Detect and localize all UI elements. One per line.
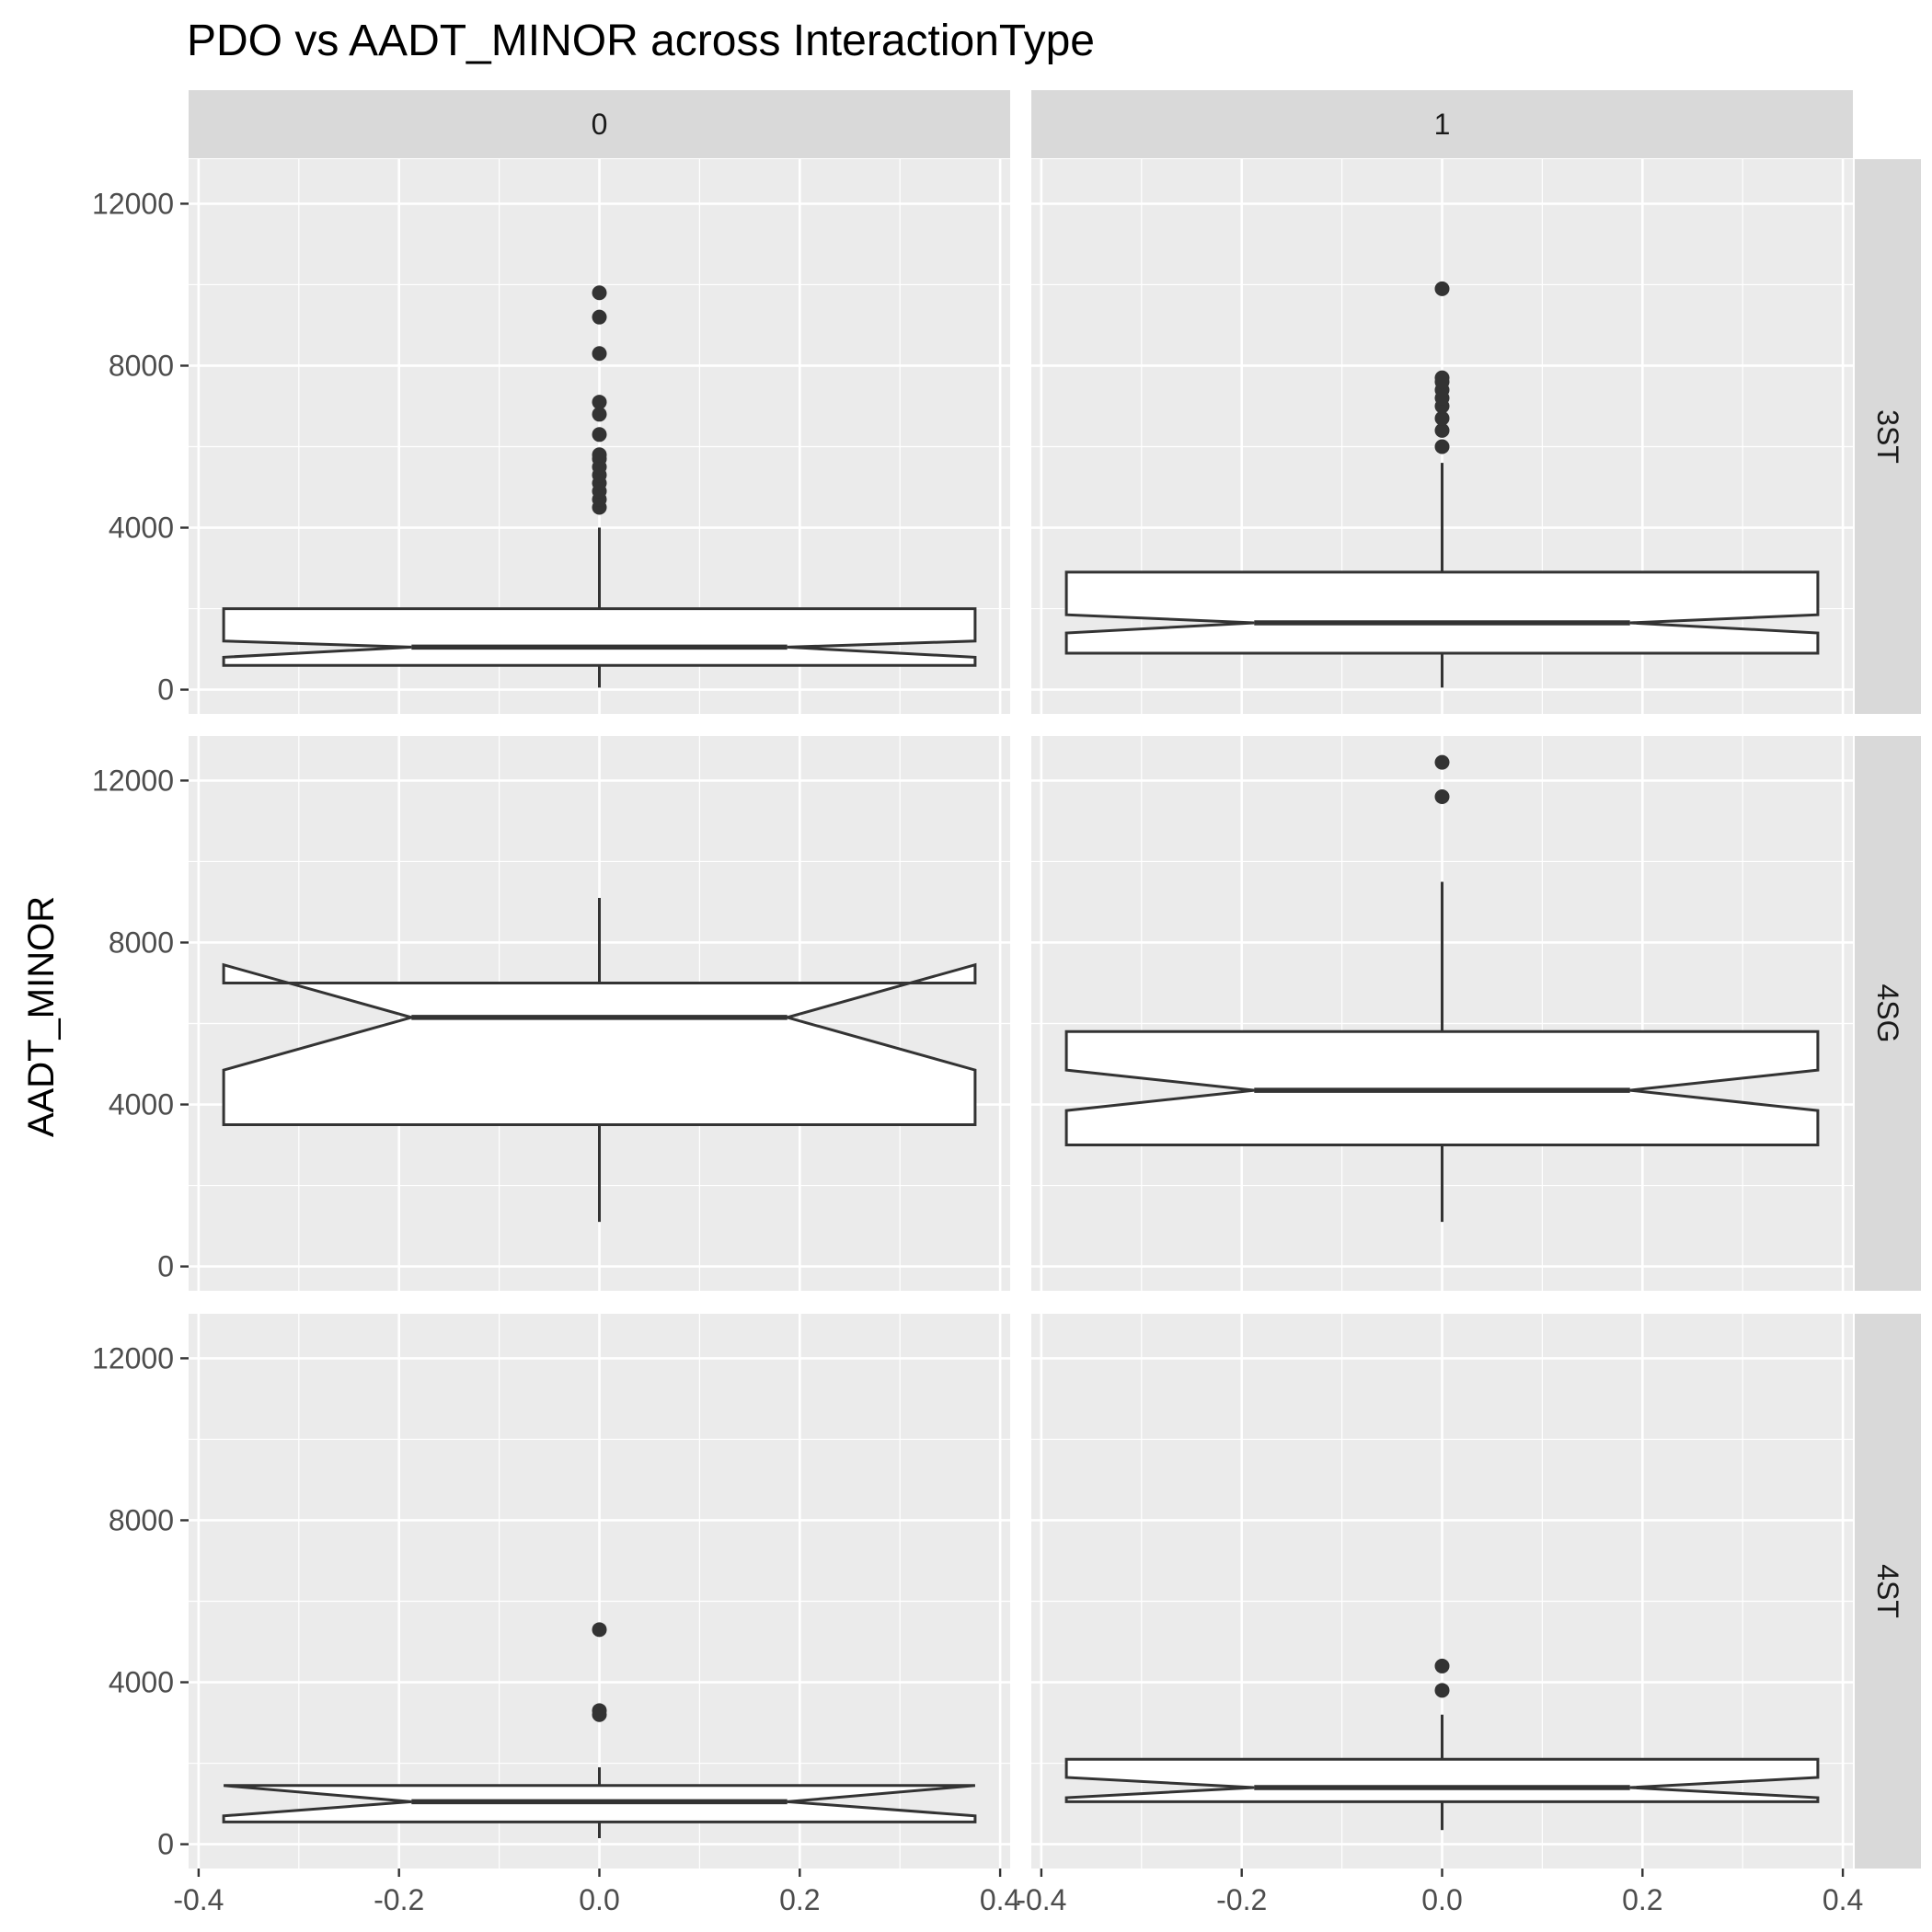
panel-0-4SG: 0 4000 8000 12000 xyxy=(92,736,1010,1291)
x-tick-label: 0.2 xyxy=(1622,1883,1662,1916)
outlier-point xyxy=(1434,754,1450,770)
y-tick-label: 4000 xyxy=(109,512,174,545)
strip-row-4SG xyxy=(1855,736,1921,1291)
outlier-point xyxy=(592,1703,607,1719)
x-tick-label: 0.0 xyxy=(579,1883,619,1916)
strip-row-3ST xyxy=(1855,159,1921,714)
outlier-point xyxy=(1434,410,1450,426)
y-tick-label: 8000 xyxy=(109,1503,174,1536)
strip-row-label: 4SG xyxy=(1871,983,1904,1042)
outlier-point xyxy=(1434,1658,1450,1673)
outlier-point xyxy=(592,309,607,325)
outlier-point xyxy=(1434,1683,1450,1698)
y-tick-label: 4000 xyxy=(109,1088,174,1121)
outlier-point xyxy=(592,346,607,362)
notched-box xyxy=(1064,570,1820,655)
outlier-point xyxy=(592,427,607,443)
y-tick-label: 12000 xyxy=(92,764,174,797)
outlier-point xyxy=(1434,422,1450,438)
panel-1-4ST: -0.4 -0.2 0.0 0.2 0.4 xyxy=(1016,1314,1863,1916)
y-tick-label: 8000 xyxy=(109,926,174,959)
strip-row-label: 4ST xyxy=(1871,1564,1904,1618)
x-tick-label: 0.2 xyxy=(779,1883,820,1916)
chart-title: PDO vs AADT_MINOR across InteractionType xyxy=(187,17,1095,65)
outlier-point xyxy=(1434,281,1450,296)
y-tick-label: 0 xyxy=(157,1250,174,1283)
outlier-point xyxy=(592,1622,607,1638)
x-tick-label: 0.4 xyxy=(1823,1883,1863,1916)
x-tick-label: 0.4 xyxy=(980,1883,1020,1916)
outlier-point xyxy=(592,407,607,422)
outlier-point xyxy=(592,395,607,410)
panel-1-4SG xyxy=(1031,736,1853,1291)
strip-row-label: 3ST xyxy=(1871,409,1904,464)
strip-col-label: 0 xyxy=(592,108,608,141)
y-tick-label: 8000 xyxy=(109,349,174,382)
x-tick-label: -0.2 xyxy=(374,1883,424,1916)
outlier-point xyxy=(592,285,607,301)
x-tick-label: -0.4 xyxy=(173,1883,224,1916)
outlier-point xyxy=(1434,789,1450,805)
notched-box xyxy=(222,962,977,1126)
panel-0-3ST: 0 4000 8000 12000 xyxy=(92,159,1010,714)
y-tick-label: 12000 xyxy=(92,187,174,220)
x-tick-label: -0.2 xyxy=(1216,1883,1267,1916)
notched-box xyxy=(1064,1757,1820,1803)
outlier-point xyxy=(1434,370,1450,385)
panel-0-4ST: 0 4000 8000 12000 -0.4 -0.2 0.0 0.2 0.4 xyxy=(92,1314,1020,1916)
panel-1-3ST xyxy=(1031,159,1853,714)
y-tick-label: 4000 xyxy=(109,1666,174,1699)
y-tick-label: 12000 xyxy=(92,1341,174,1374)
strip-col-label: 1 xyxy=(1434,108,1451,141)
strip-col-1 xyxy=(1031,90,1853,158)
facet-grid: 0 13ST4SG4ST04000800012000040008000120000… xyxy=(92,90,1921,1916)
strip-row-4ST xyxy=(1855,1314,1921,1869)
outlier-point xyxy=(1434,439,1450,454)
outlier-point xyxy=(592,447,607,463)
y-axis-title: AADT_MINOR xyxy=(21,896,62,1137)
y-tick-label: 0 xyxy=(157,673,174,707)
x-tick-label: -0.4 xyxy=(1016,1883,1066,1916)
y-tick-label: 0 xyxy=(157,1828,174,1861)
notched-box xyxy=(222,607,977,667)
x-tick-label: 0.0 xyxy=(1421,1883,1462,1916)
strip-col-0 xyxy=(189,90,1010,158)
